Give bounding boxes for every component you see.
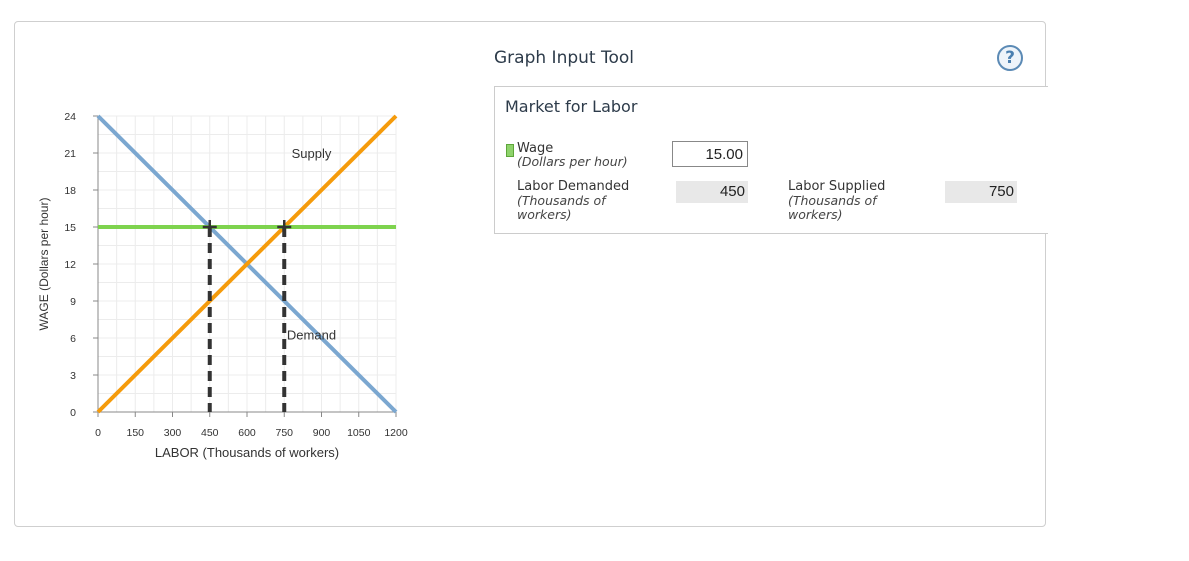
y-axis-label: WAGE (Dollars per hour) xyxy=(37,198,51,331)
wage-label: Wage xyxy=(517,141,554,156)
tool-title: Graph Input Tool xyxy=(494,48,634,68)
y-tick-label: 21 xyxy=(64,148,76,160)
market-table xyxy=(494,86,1048,234)
series-line-supply xyxy=(96,114,398,414)
labor-demanded-unit-2: workers) xyxy=(517,207,572,222)
y-tick-label: 3 xyxy=(70,370,76,382)
y-tick-label: 15 xyxy=(64,222,76,234)
y-tick-label: 9 xyxy=(70,296,76,308)
labor-demanded-unit-1: (Thousands of xyxy=(517,193,606,208)
labor-market-chart[interactable]: 0 3 6 9 12 15 18 21 24 0 150 300 450 600 750 900 1050 120… xyxy=(0,0,470,480)
annotation-supply: Supply xyxy=(292,146,332,161)
y-tick-label: 6 xyxy=(70,333,76,345)
x-tick-label: 0 xyxy=(95,427,101,439)
x-tick-label: 900 xyxy=(313,427,331,439)
wage-color-swatch xyxy=(506,144,514,157)
y-tick-label: 18 xyxy=(64,185,76,197)
labor-supplied-value: 750 xyxy=(945,181,1017,203)
question-circle-icon: ? xyxy=(1005,48,1015,68)
x-tick-label: 600 xyxy=(238,427,256,439)
help-button[interactable]: ? xyxy=(997,45,1023,71)
y-tick-label: 12 xyxy=(64,259,76,271)
x-tick-label: 450 xyxy=(201,427,219,439)
x-axis-label: LABOR (Thousands of workers) xyxy=(155,445,339,460)
labor-demanded-value: 450 xyxy=(676,181,748,203)
x-tick-label: 750 xyxy=(275,427,293,439)
labor-supplied-label: Labor Supplied xyxy=(788,179,886,194)
wage-unit: (Dollars per hour) xyxy=(517,154,628,169)
y-tick-label: 24 xyxy=(64,111,76,123)
wage-input[interactable] xyxy=(672,141,748,167)
labor-supplied-unit-1: (Thousands of xyxy=(788,193,877,208)
labor-demanded-label: Labor Demanded xyxy=(517,179,630,194)
x-tick-label: 300 xyxy=(164,427,182,439)
labor-supplied-unit-2: workers) xyxy=(788,207,843,222)
y-tick-label: 0 xyxy=(70,407,76,419)
annotation-demand: Demand xyxy=(287,327,336,342)
market-title: Market for Labor xyxy=(505,97,638,116)
x-tick-label: 1200 xyxy=(384,427,408,439)
x-tick-label: 1050 xyxy=(347,427,371,439)
x-tick-label: 150 xyxy=(126,427,144,439)
